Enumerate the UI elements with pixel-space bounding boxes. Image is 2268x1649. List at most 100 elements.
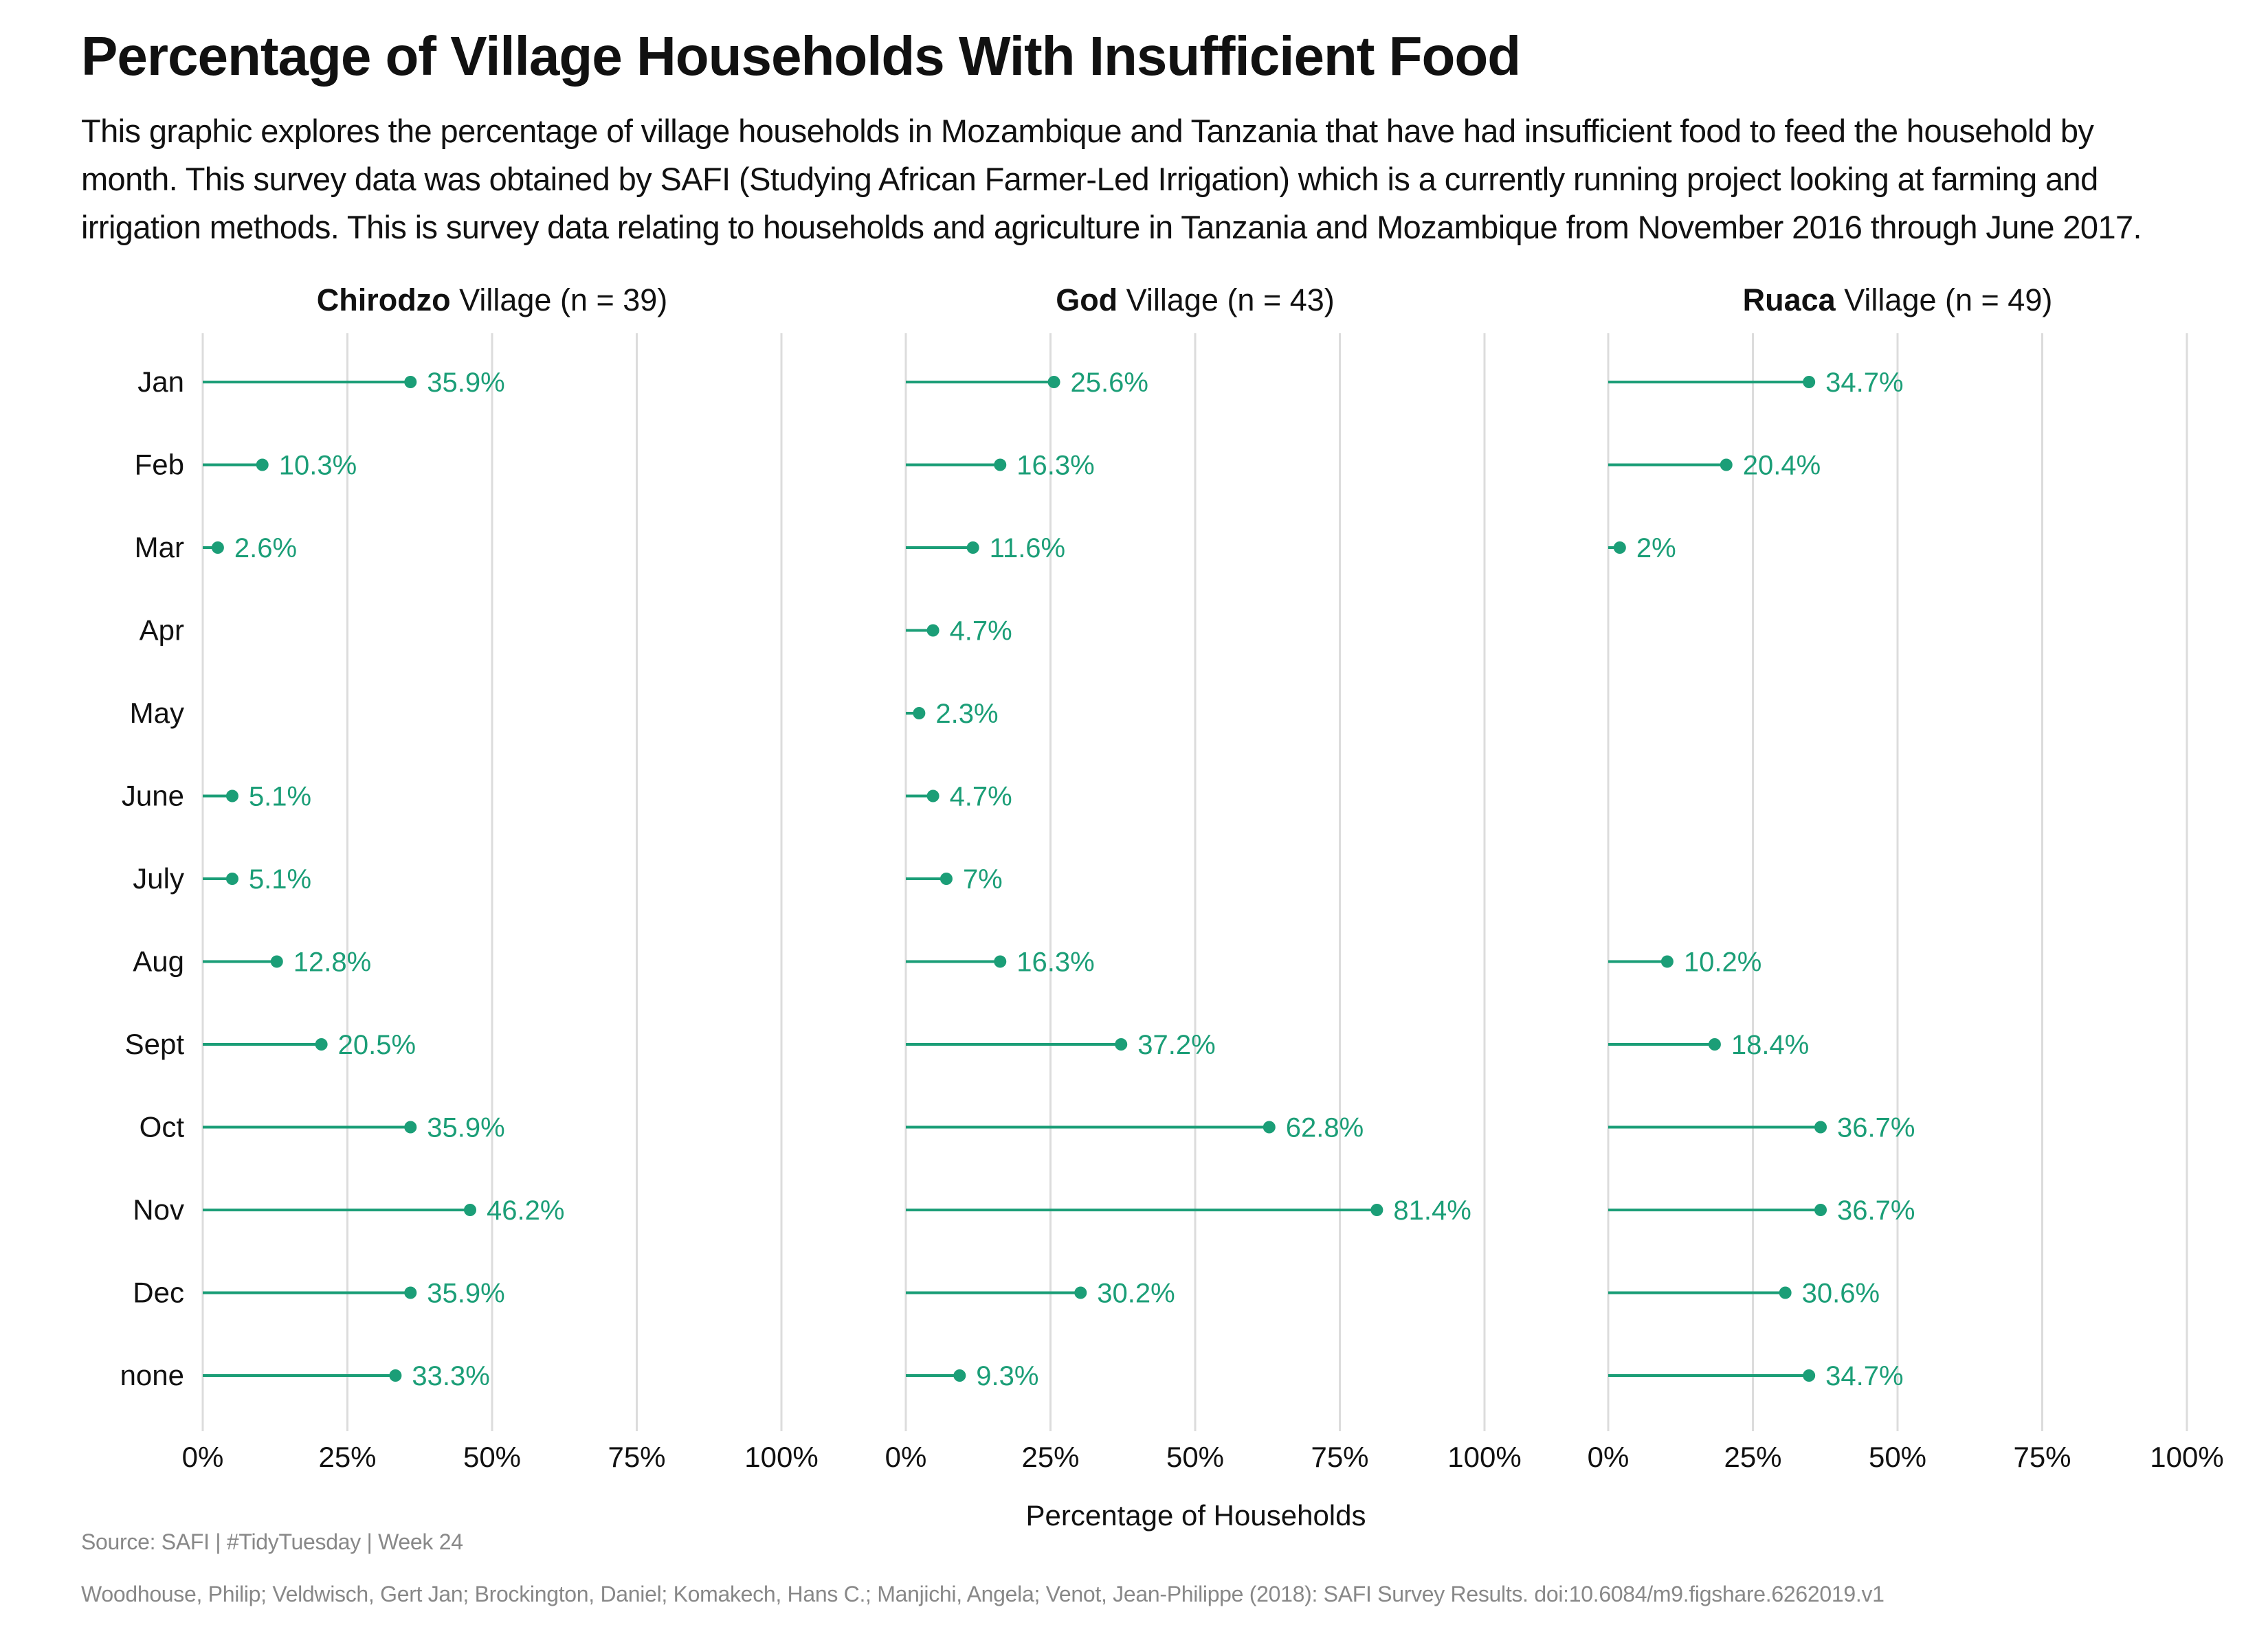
data-label: 10.3%	[279, 451, 357, 481]
lollipop-point	[404, 1121, 417, 1134]
x-tick-label: 25%	[1724, 1441, 1781, 1473]
data-label: 25.6%	[1071, 368, 1148, 398]
data-label: 2.3%	[935, 699, 998, 729]
chart-subtitle: This graphic explores the percentage of …	[81, 113, 2142, 245]
x-tick-label: 0%	[1588, 1441, 1630, 1473]
x-tick-label: 75%	[2013, 1441, 2071, 1473]
lollipop-point	[211, 541, 224, 554]
panel-title: Ruaca Village (n = 49)	[1743, 282, 2053, 317]
data-label: 35.9%	[427, 1113, 504, 1143]
y-category-label: Mar	[135, 531, 184, 563]
data-label: 30.2%	[1097, 1279, 1175, 1309]
data-label: 2%	[1636, 533, 1676, 563]
y-category-label: Aug	[133, 945, 184, 978]
lollipop-point	[953, 1369, 966, 1382]
panel-village-name: Ruaca	[1743, 282, 1845, 317]
x-tick-label: 0%	[182, 1441, 224, 1473]
data-label: 46.2%	[487, 1196, 564, 1226]
lollipop-point	[926, 789, 940, 803]
data-label: 7%	[963, 864, 1003, 895]
data-label: 18.4%	[1731, 1030, 1809, 1060]
data-label: 11.6%	[990, 533, 1065, 563]
y-category-label: Dec	[133, 1277, 184, 1309]
data-label: 20.5%	[338, 1030, 416, 1060]
data-label: 5.1%	[249, 782, 311, 812]
lollipop-point	[1720, 458, 1733, 471]
lollipop-point	[404, 376, 417, 388]
data-label: 36.7%	[1837, 1196, 1915, 1226]
caption-citation: Woodhouse, Philip; Veldwisch, Gert Jan; …	[81, 1582, 1885, 1606]
lollipop-point	[270, 955, 283, 968]
x-tick-label: 50%	[463, 1441, 521, 1473]
data-label: 36.7%	[1837, 1113, 1915, 1143]
data-label: 37.2%	[1137, 1030, 1215, 1060]
lollipop-point	[1370, 1204, 1383, 1216]
x-tick-label: 50%	[1869, 1441, 1926, 1473]
data-label: 81.4%	[1393, 1196, 1471, 1226]
lollipop-point	[926, 624, 940, 637]
data-label: 4.7%	[950, 782, 1012, 812]
data-label: 5.1%	[249, 864, 311, 895]
lollipop-point	[389, 1369, 402, 1382]
data-label: 35.9%	[427, 1279, 504, 1309]
panel-village-suffix: Village (n = 49)	[1844, 282, 2052, 317]
y-category-label: Oct	[140, 1111, 185, 1143]
lollipop-point	[464, 1204, 477, 1216]
lollipop-point	[994, 458, 1007, 471]
y-category-label: Sept	[125, 1028, 185, 1060]
labels: 0% 25% 50% 75% 100% Chirodzo Village (n = 39)…	[120, 282, 2224, 1532]
data-label: 2.6%	[234, 533, 297, 563]
x-tick-label: 25%	[1021, 1441, 1079, 1473]
x-tick-label: 75%	[1311, 1441, 1368, 1473]
data-label: 33.3%	[412, 1361, 489, 1391]
lollipop-point	[1115, 1038, 1128, 1051]
lollipop-point	[1803, 376, 1816, 388]
panel-village-suffix: Village (n = 39)	[459, 282, 667, 317]
x-tick-label: 0%	[885, 1441, 927, 1473]
data-label: 9.3%	[976, 1361, 1038, 1391]
y-category-label: Feb	[135, 449, 184, 481]
y-category-label: Nov	[133, 1193, 184, 1226]
data-label: 62.8%	[1286, 1113, 1364, 1143]
lollipop-point	[1814, 1121, 1827, 1134]
lollipop-chart: 0% 25% 50% 75% 100% Chirodzo Village (n = 39)…	[120, 282, 2224, 1532]
data-label: 20.4%	[1743, 451, 1821, 481]
x-tick-label: 100%	[1447, 1441, 1521, 1473]
lollipop-point	[1708, 1038, 1721, 1051]
lollipop-point	[225, 873, 238, 885]
panel-village-suffix: Village (n = 43)	[1126, 282, 1335, 317]
data-label: 30.6%	[1802, 1279, 1880, 1309]
y-category-label: July	[133, 862, 184, 895]
y-category-label: Apr	[140, 614, 184, 647]
lollipop-point	[1660, 955, 1674, 968]
lollipop-point	[1814, 1204, 1827, 1216]
lollipop-point	[1779, 1286, 1792, 1299]
data-label: 12.8%	[293, 947, 371, 978]
x-tick-label: 50%	[1166, 1441, 1224, 1473]
y-category-label: June	[122, 780, 184, 812]
data-label: 35.9%	[427, 368, 504, 398]
lollipop-point	[1803, 1369, 1816, 1382]
lollipop-point	[1263, 1121, 1276, 1134]
panel-village-name: Chirodzo	[317, 282, 459, 317]
lollipop-point	[225, 789, 238, 803]
panel-title: God Village (n = 43)	[1056, 282, 1335, 317]
x-tick-label: 25%	[318, 1441, 376, 1473]
data-label: 4.7%	[950, 616, 1012, 647]
caption-source: Source: SAFI | #TidyTuesday | Week 24	[81, 1529, 463, 1554]
lollipop-point	[1613, 541, 1626, 554]
lollipop-point	[404, 1286, 417, 1299]
lollipop-point	[966, 541, 979, 554]
y-category-label: Jan	[137, 366, 184, 398]
lollipop-point	[1047, 376, 1060, 388]
y-category-label: none	[120, 1359, 184, 1391]
data-label: 16.3%	[1016, 451, 1094, 481]
x-tick-label: 75%	[608, 1441, 665, 1473]
lollipop-point	[913, 707, 926, 719]
data-label: 16.3%	[1016, 947, 1094, 978]
marks	[203, 376, 1827, 1382]
panel-village-name: God	[1056, 282, 1126, 317]
lollipop-point	[1074, 1286, 1087, 1299]
data-label: 34.7%	[1825, 368, 1903, 398]
gridlines	[201, 333, 2188, 1431]
